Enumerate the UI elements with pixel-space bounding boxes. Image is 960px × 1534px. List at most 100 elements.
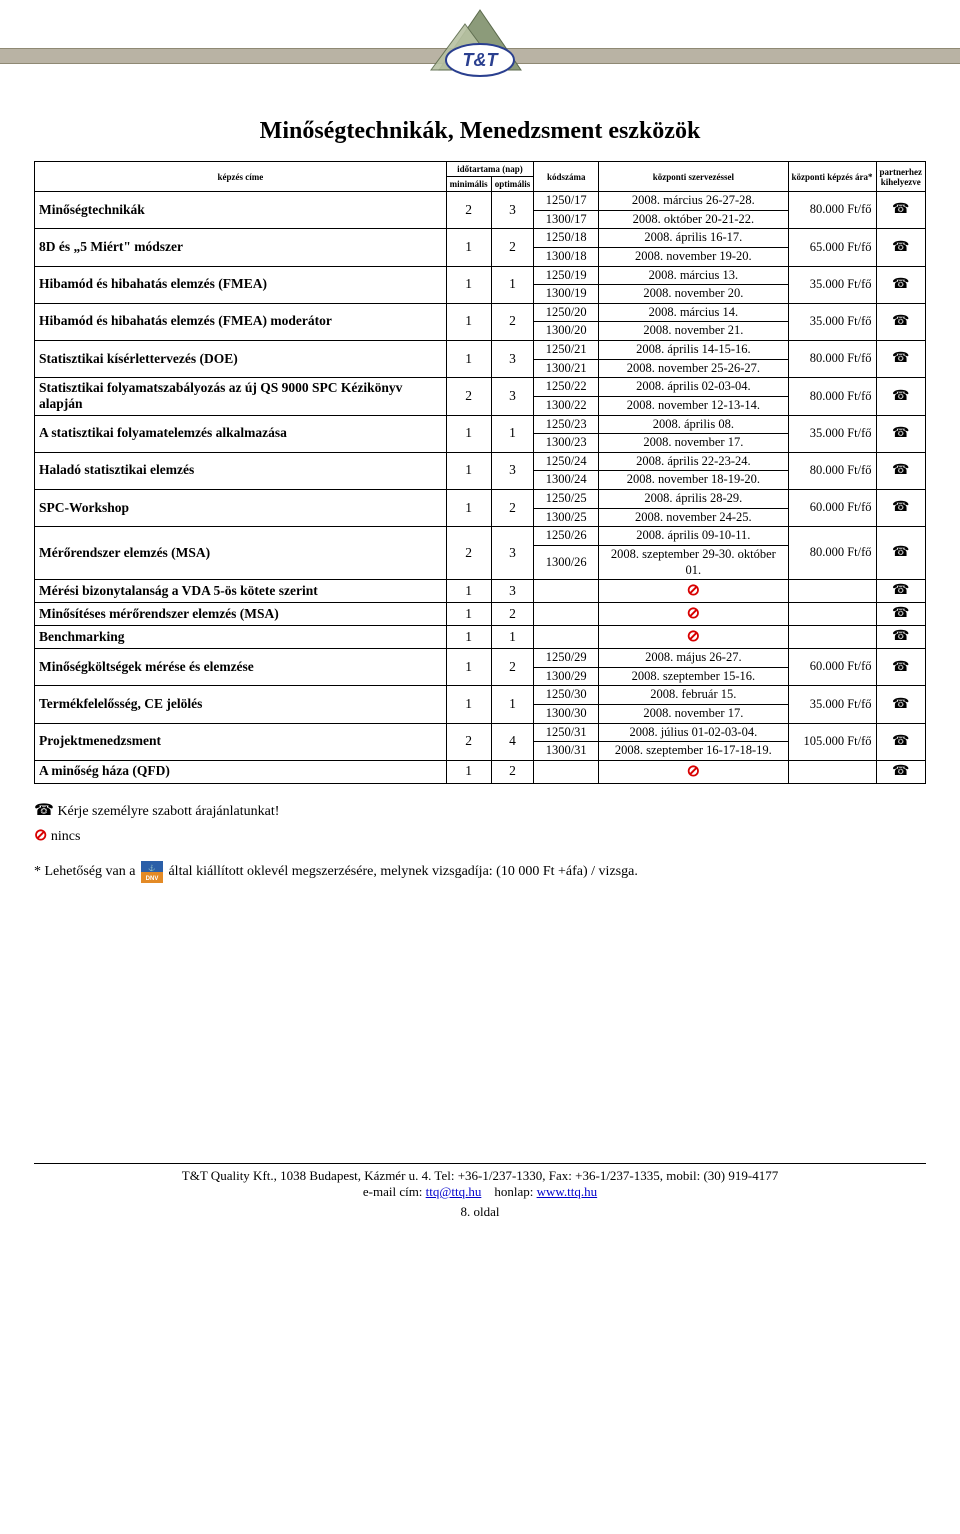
cell-date: 2008. március 13. — [599, 266, 788, 285]
cell-code: 1250/20 — [534, 303, 599, 322]
cell-price: 60.000 Ft/fő — [788, 649, 876, 686]
cell-min: 2 — [446, 527, 491, 580]
course-name: Projektmenedzsment — [35, 723, 447, 760]
cell-partner: ☎ — [876, 649, 926, 686]
cell-price: 80.000 Ft/fő — [788, 452, 876, 489]
course-name: 8D és „5 Miért" módszer — [35, 229, 447, 266]
cell-code — [534, 760, 599, 783]
table-row: Benchmarking11⊘☎ — [35, 626, 926, 649]
cell-price: 35.000 Ft/fő — [788, 303, 876, 340]
phone-icon: ☎ — [892, 764, 909, 779]
dnv-badge-icon: ⚓ DNV — [141, 861, 163, 883]
th-central: központi szervezéssel — [599, 162, 788, 192]
footer-line1: T&T Quality Kft., 1038 Budapest, Kázmér … — [34, 1168, 926, 1184]
cell-code: 1300/17 — [534, 210, 599, 229]
cell-opt: 2 — [491, 303, 534, 340]
cell-price: 80.000 Ft/fő — [788, 527, 876, 580]
cell-min: 1 — [446, 341, 491, 378]
cell-date: 2008. november 20. — [599, 285, 788, 304]
forbid-icon: ⊘ — [687, 628, 700, 645]
phone-icon: ☎ — [892, 426, 909, 441]
phone-icon: ☎ — [892, 583, 909, 598]
cell-date: 2008. szeptember 16-17-18-19. — [599, 742, 788, 761]
footer-email-link[interactable]: ttq@ttq.hu — [426, 1184, 482, 1199]
course-name: Minősítéses mérőrendszer elemzés (MSA) — [35, 603, 447, 626]
cell-min: 1 — [446, 760, 491, 783]
cell-code: 1300/20 — [534, 322, 599, 341]
footnote-prefix: * Lehetőség van a — [34, 864, 135, 879]
cell-code — [534, 626, 599, 649]
phone-icon: ☎ — [892, 545, 909, 560]
cell-partner: ☎ — [876, 527, 926, 580]
cell-partner: ☎ — [876, 303, 926, 340]
course-name: Haladó statisztikai elemzés — [35, 452, 447, 489]
cell-min: 1 — [446, 626, 491, 649]
table-row: Projektmenedzsment241250/312008. július … — [35, 723, 926, 742]
cell-code: 1250/18 — [534, 229, 599, 248]
cell-date: 2008. április 16-17. — [599, 229, 788, 248]
table-row: A statisztikai folyamatelemzés alkalmazá… — [35, 415, 926, 434]
cell-date: 2008. május 26-27. — [599, 649, 788, 668]
cell-partner: ☎ — [876, 686, 926, 723]
cell-code: 1250/24 — [534, 452, 599, 471]
cell-partner: ☎ — [876, 626, 926, 649]
svg-text:T&T: T&T — [463, 50, 500, 70]
cell-partner: ☎ — [876, 266, 926, 303]
th-course: képzés címe — [35, 162, 447, 192]
cell-code: 1300/21 — [534, 359, 599, 378]
phone-icon: ☎ — [892, 351, 909, 366]
cell-price: 60.000 Ft/fő — [788, 490, 876, 527]
cell-partner: ☎ — [876, 760, 926, 783]
cell-date: ⊘ — [599, 626, 788, 649]
table-row: Statisztikai kísérlettervezés (DOE)13125… — [35, 341, 926, 360]
course-name: Statisztikai kísérlettervezés (DOE) — [35, 341, 447, 378]
cell-partner: ☎ — [876, 490, 926, 527]
cell-opt: 1 — [491, 686, 534, 723]
cell-date: 2008. március 14. — [599, 303, 788, 322]
course-name: Hibamód és hibahatás elemzés (FMEA) mode… — [35, 303, 447, 340]
cell-price — [788, 603, 876, 626]
cell-min: 1 — [446, 303, 491, 340]
th-min: minimális — [446, 177, 491, 192]
footer-site-link[interactable]: www.ttq.hu — [537, 1184, 598, 1199]
cell-code: 1250/17 — [534, 192, 599, 211]
cell-price — [788, 580, 876, 603]
cell-date: 2008. november 17. — [599, 705, 788, 724]
cell-date: 2008. április 09-10-11. — [599, 527, 788, 546]
course-table: képzés címe időtartama (nap) kódszáma kö… — [34, 161, 926, 784]
cell-partner: ☎ — [876, 415, 926, 452]
cell-min: 1 — [446, 603, 491, 626]
forbid-icon: ⊘ — [34, 827, 47, 844]
phone-icon: ☎ — [34, 802, 54, 819]
cell-min: 1 — [446, 415, 491, 452]
cell-partner: ☎ — [876, 603, 926, 626]
cell-partner: ☎ — [876, 580, 926, 603]
cell-date: 2008. szeptember 15-16. — [599, 667, 788, 686]
cell-date: ⊘ — [599, 760, 788, 783]
table-row: Statisztikai folyamatszabályozás az új Q… — [35, 378, 926, 397]
cell-opt: 2 — [491, 649, 534, 686]
cell-price: 65.000 Ft/fő — [788, 229, 876, 266]
cell-price — [788, 760, 876, 783]
header: T&T — [0, 0, 960, 90]
forbid-icon: ⊘ — [687, 763, 700, 780]
cell-date: 2008. március 26-27-28. — [599, 192, 788, 211]
cell-min: 2 — [446, 378, 491, 415]
phone-icon: ☎ — [892, 606, 909, 621]
table-row: Hibamód és hibahatás elemzés (FMEA)11125… — [35, 266, 926, 285]
cell-date: 2008. április 22-23-24. — [599, 452, 788, 471]
footer: T&T Quality Kft., 1038 Budapest, Kázmér … — [0, 1163, 960, 1220]
cell-code — [534, 580, 599, 603]
forbid-icon: ⊘ — [687, 605, 700, 622]
cell-code: 1250/23 — [534, 415, 599, 434]
course-name: A statisztikai folyamatelemzés alkalmazá… — [35, 415, 447, 452]
cell-date: 2008. november 19-20. — [599, 247, 788, 266]
table-row: 8D és „5 Miért" módszer121250/182008. áp… — [35, 229, 926, 248]
th-opt: optimális — [491, 177, 534, 192]
cell-opt: 3 — [491, 527, 534, 580]
footer-email-label: e-mail cím: — [363, 1184, 423, 1199]
cell-code: 1300/22 — [534, 396, 599, 415]
cell-min: 1 — [446, 229, 491, 266]
table-row: Haladó statisztikai elemzés131250/242008… — [35, 452, 926, 471]
th-duration: időtartama (nap) — [446, 162, 534, 177]
